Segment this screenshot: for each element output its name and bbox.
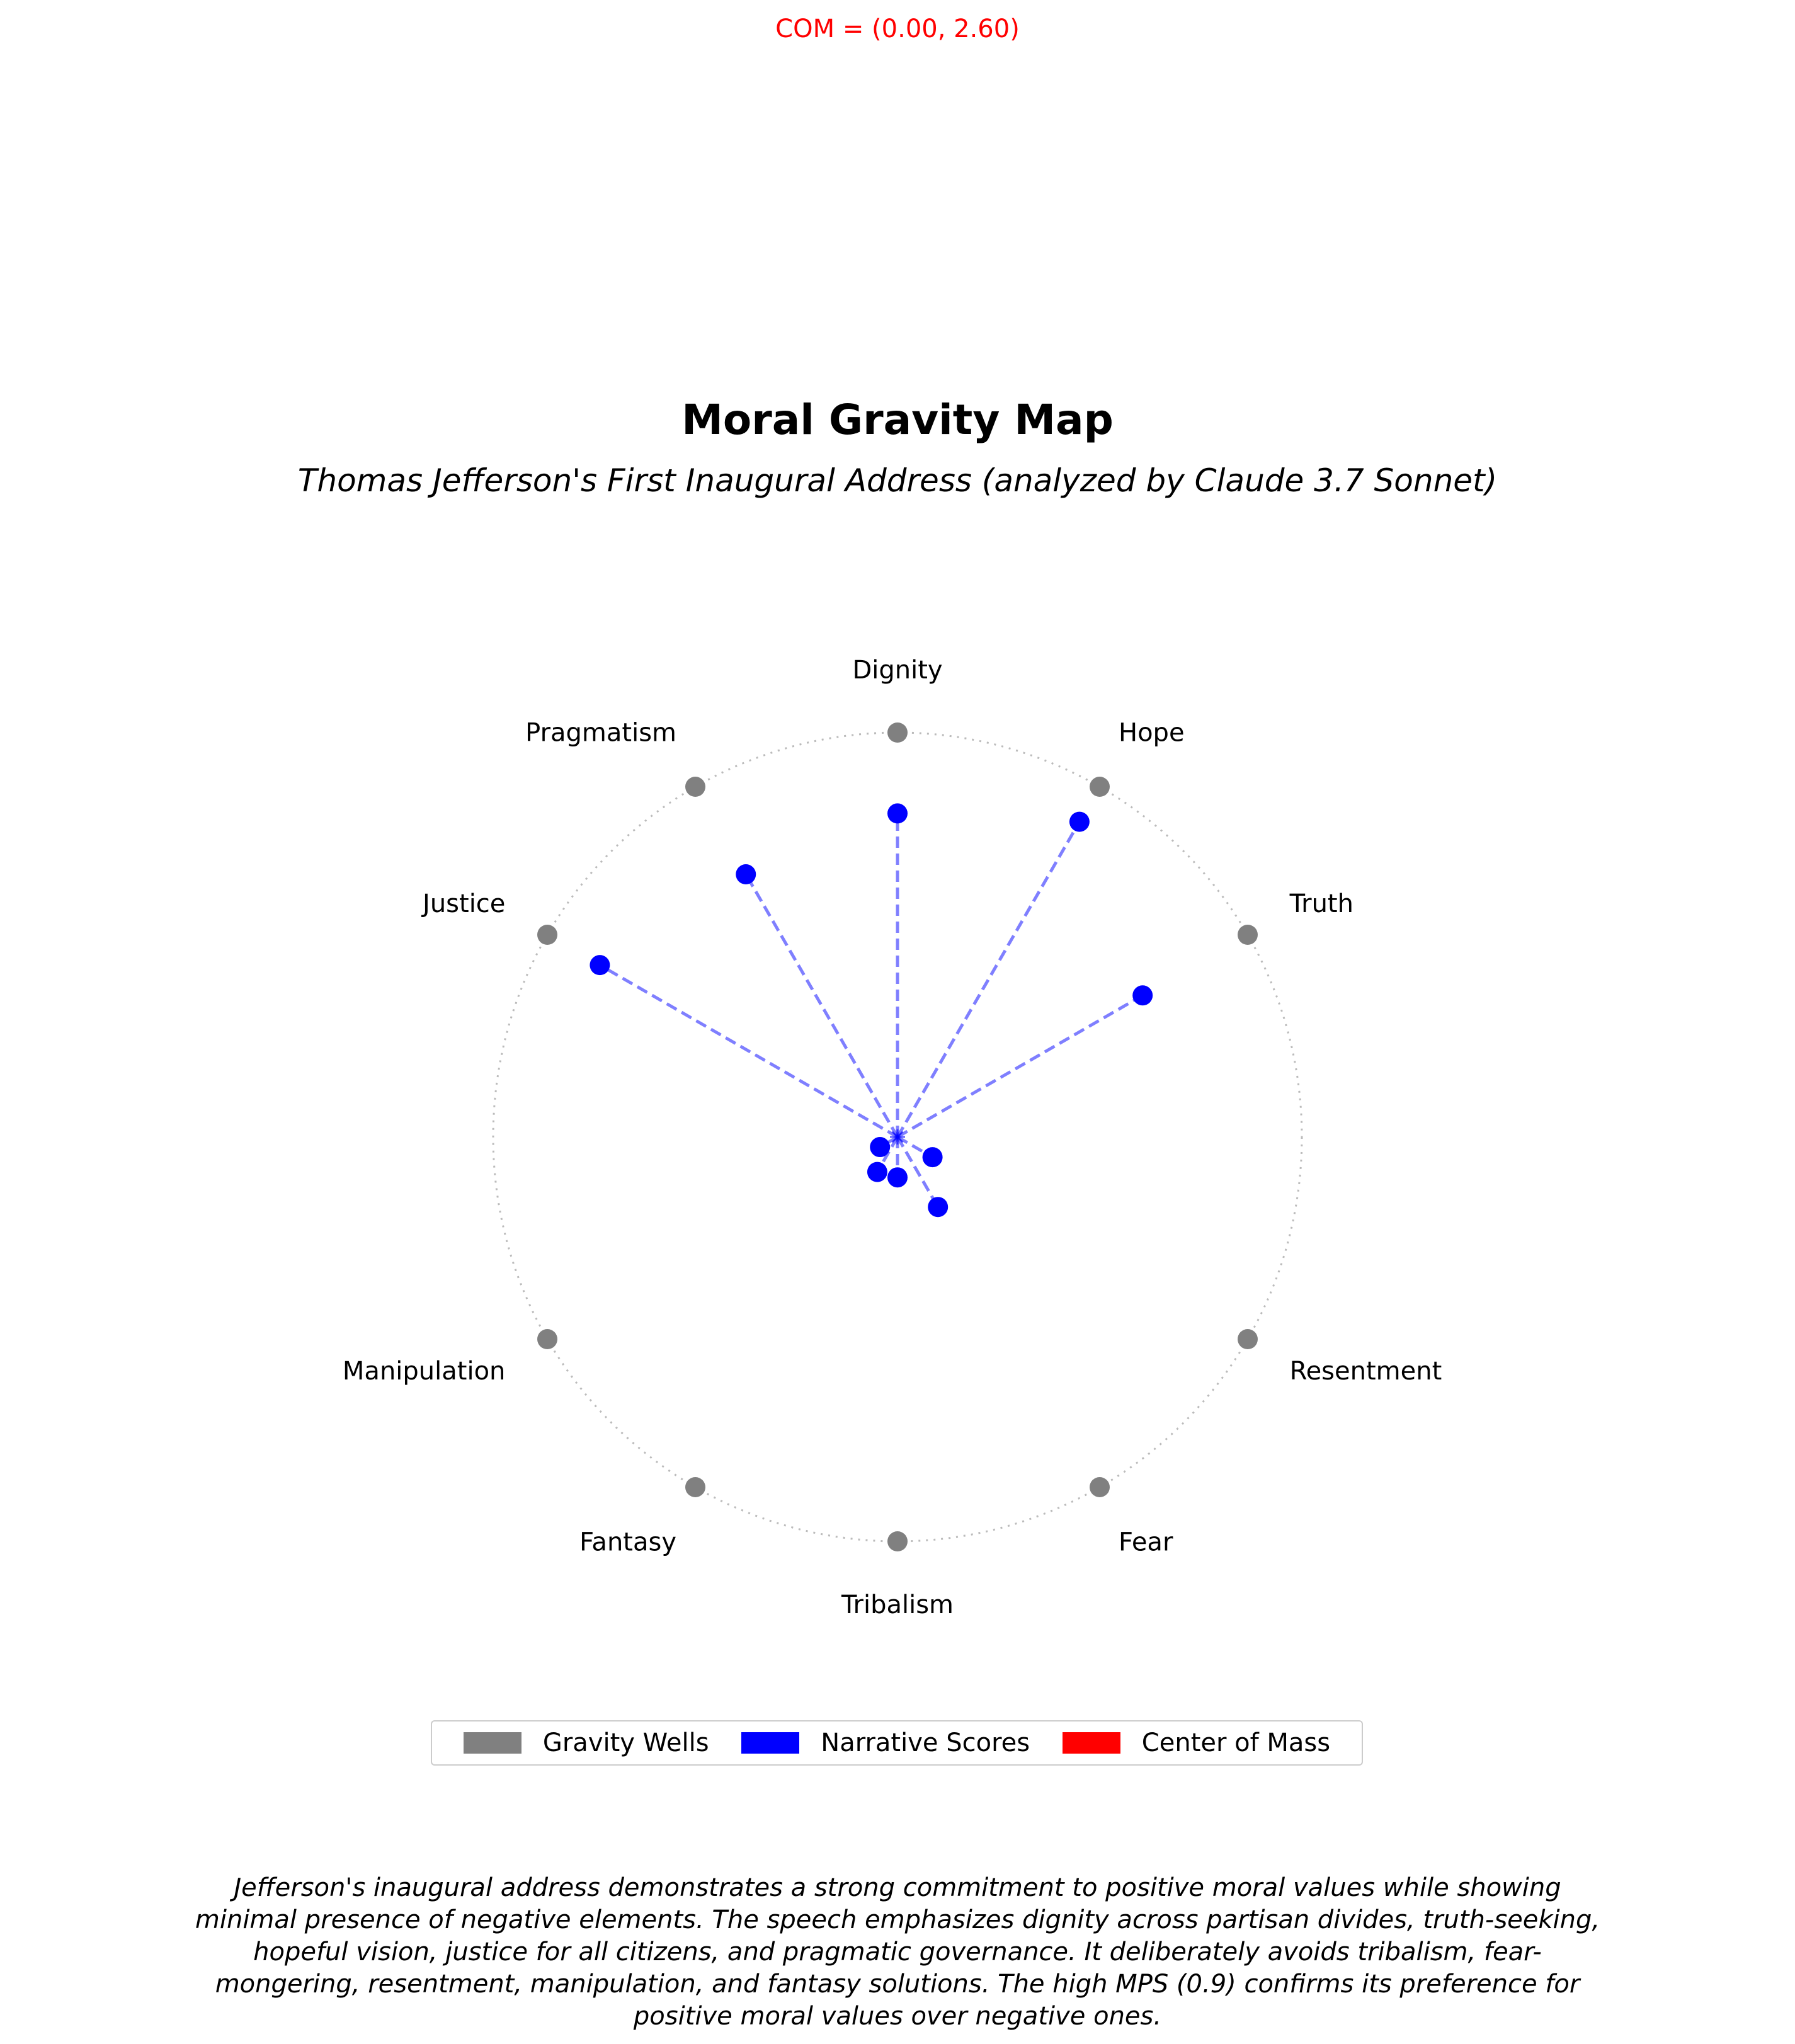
- narrative-score-justice: [590, 955, 610, 976]
- chart-title: Moral Gravity Map: [681, 396, 1114, 444]
- narrative-line-hope: [896, 821, 1081, 1138]
- narrative-score-resentment: [922, 1147, 943, 1168]
- well-label-dignity: Dignity: [852, 656, 942, 685]
- narrative-line-truth: [896, 994, 1144, 1139]
- narrative-score-fantasy: [867, 1162, 887, 1182]
- gravity-well-tribalism: [887, 1531, 908, 1551]
- narrative-score-dignity: [887, 803, 908, 824]
- legend-swatch-center-of-mass: [1062, 1732, 1120, 1754]
- legend-item-gravity-wells: Gravity Wells: [463, 1728, 709, 1757]
- gravity-well-fear: [1090, 1476, 1110, 1497]
- gravity-well-fantasy: [685, 1476, 705, 1497]
- gravity-wells: [537, 722, 1258, 1551]
- narrative-line-justice: [599, 963, 899, 1139]
- gravity-well-justice: [537, 925, 558, 945]
- narrative-line-fear: [896, 1136, 940, 1208]
- well-label-fantasy: Fantasy: [579, 1528, 676, 1557]
- legend-swatch-gravity-wells: [463, 1732, 521, 1754]
- center-of-mass-label: COM = (0.00, 2.60): [775, 14, 1020, 43]
- legend-item-narrative-scores: Narrative Scores: [741, 1728, 1030, 1757]
- well-label-truth: Truth: [1289, 889, 1353, 918]
- legend: Gravity Wells Narrative Scores Center of…: [431, 1720, 1363, 1766]
- gravity-well-dignity: [887, 722, 908, 743]
- legend-swatch-narrative-scores: [741, 1732, 800, 1754]
- legend-label-center-of-mass: Center of Mass: [1141, 1728, 1331, 1757]
- gravity-well-truth: [1237, 925, 1258, 945]
- well-label-manipulation: Manipulation: [343, 1357, 505, 1386]
- narrative-line-fantasy: [875, 1136, 899, 1173]
- well-label-fear: Fear: [1119, 1528, 1173, 1557]
- well-label-justice: Justice: [421, 889, 505, 918]
- legend-label-narrative-scores: Narrative Scores: [821, 1728, 1030, 1757]
- narrative-score-truth: [1132, 985, 1153, 1006]
- narrative-score-tribalism: [887, 1167, 908, 1188]
- gravity-well-pragmatism: [685, 777, 705, 797]
- well-label-tribalism: Tribalism: [841, 1590, 954, 1619]
- chart-subtitle: Thomas Jefferson's First Inaugural Addre…: [297, 462, 1498, 499]
- legend-label-gravity-wells: Gravity Wells: [542, 1728, 709, 1757]
- gravity-well-resentment: [1237, 1329, 1258, 1349]
- narrative-score-points: [590, 803, 1153, 1218]
- narrative-line-pragmatism: [744, 873, 899, 1138]
- well-label-pragmatism: Pragmatism: [525, 718, 676, 747]
- analysis-caption: Jefferson's inaugural address demonstrat…: [195, 1873, 1600, 2031]
- narrative-score-manipulation: [870, 1137, 891, 1158]
- legend-item-center-of-mass: Center of Mass: [1062, 1728, 1331, 1757]
- gravity-well-hope: [1090, 777, 1110, 797]
- narrative-score-pragmatism: [736, 864, 756, 885]
- center-of-mass-marker: [890, 1129, 905, 1145]
- well-labels: Dignity Hope Truth Resentment Fear Tribalism F…: [343, 656, 1442, 1619]
- narrative-score-fear: [928, 1197, 949, 1218]
- narrative-score-hope: [1069, 811, 1090, 832]
- well-label-hope: Hope: [1119, 718, 1185, 747]
- narrative-line-resentment: [896, 1135, 933, 1159]
- gravity-well-manipulation: [537, 1329, 558, 1349]
- well-label-resentment: Resentment: [1290, 1357, 1442, 1386]
